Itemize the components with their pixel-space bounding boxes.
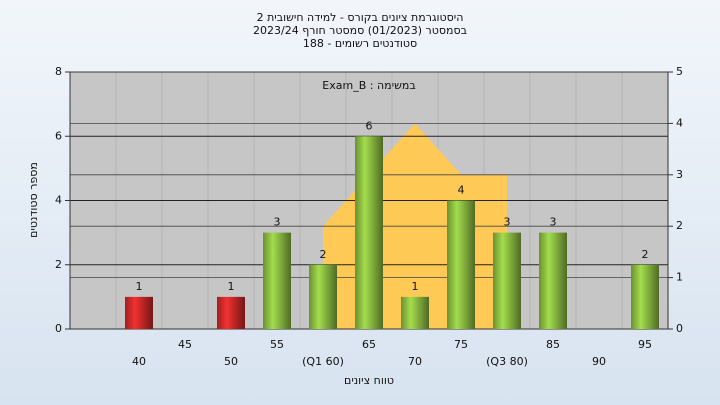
- bar: [355, 136, 383, 329]
- y2-tick-label: 3: [676, 168, 683, 181]
- y-tick-label: 4: [55, 194, 62, 207]
- x-tick-label: 95: [638, 338, 652, 351]
- bar-value-label: 1: [228, 280, 235, 293]
- bar: [309, 264, 337, 329]
- bar-value-label: 6: [366, 119, 373, 132]
- bar-value-label: 3: [550, 216, 557, 229]
- bar: [631, 264, 659, 329]
- x-tick-label: 45: [178, 338, 192, 351]
- x-tick-label: (Q1 60): [302, 355, 344, 368]
- y-tick-label: 0: [55, 322, 62, 335]
- x-tick-label: 40: [132, 355, 146, 368]
- x-tick-label: 55: [270, 338, 284, 351]
- x-tick-label: 70: [408, 355, 422, 368]
- bar: [125, 296, 153, 329]
- bar: [217, 296, 245, 329]
- y2-tick-label: 4: [676, 116, 683, 129]
- x-tick-label: 85: [546, 338, 560, 351]
- annotation: במשימה : Exam_B: [322, 79, 415, 92]
- bar: [401, 296, 429, 329]
- y2-tick-label: 5: [676, 65, 683, 78]
- y-tick-label: 6: [55, 129, 62, 142]
- x-tick-label: 50: [224, 355, 238, 368]
- y-axis-label: מספר סטודנטים: [27, 162, 40, 238]
- bar-value-label: 2: [320, 248, 327, 261]
- x-tick-label: (Q3 80): [486, 355, 528, 368]
- y-tick-label: 2: [55, 258, 62, 271]
- y2-tick-label: 0: [676, 322, 683, 335]
- y-tick-label: 8: [55, 65, 62, 78]
- bar-value-label: 3: [274, 216, 281, 229]
- bar: [263, 232, 291, 329]
- bar: [539, 232, 567, 329]
- title-line: סטודנטים רשומים - 188: [303, 37, 417, 50]
- y2-tick-label: 2: [676, 219, 683, 232]
- x-axis-label: טווח ציונים: [344, 374, 394, 387]
- x-tick-label: 65: [362, 338, 376, 351]
- title-line: היסטוגרמת ציונים בקורס - למידה חישובית 2: [257, 11, 464, 24]
- x-tick-label: 75: [454, 338, 468, 351]
- bar-value-label: 2: [642, 248, 649, 261]
- y2-tick-label: 1: [676, 271, 683, 284]
- title-line: בסמסטר (01/2023) סמסטר חורף 2023/24: [253, 24, 467, 37]
- bar-value-label: 4: [458, 184, 465, 197]
- x-tick-label: 90: [592, 355, 606, 368]
- bar: [493, 232, 521, 329]
- bar: [447, 200, 475, 329]
- bar-value-label: 1: [412, 280, 419, 293]
- bar-value-label: 3: [504, 216, 511, 229]
- bar-value-label: 1: [136, 280, 143, 293]
